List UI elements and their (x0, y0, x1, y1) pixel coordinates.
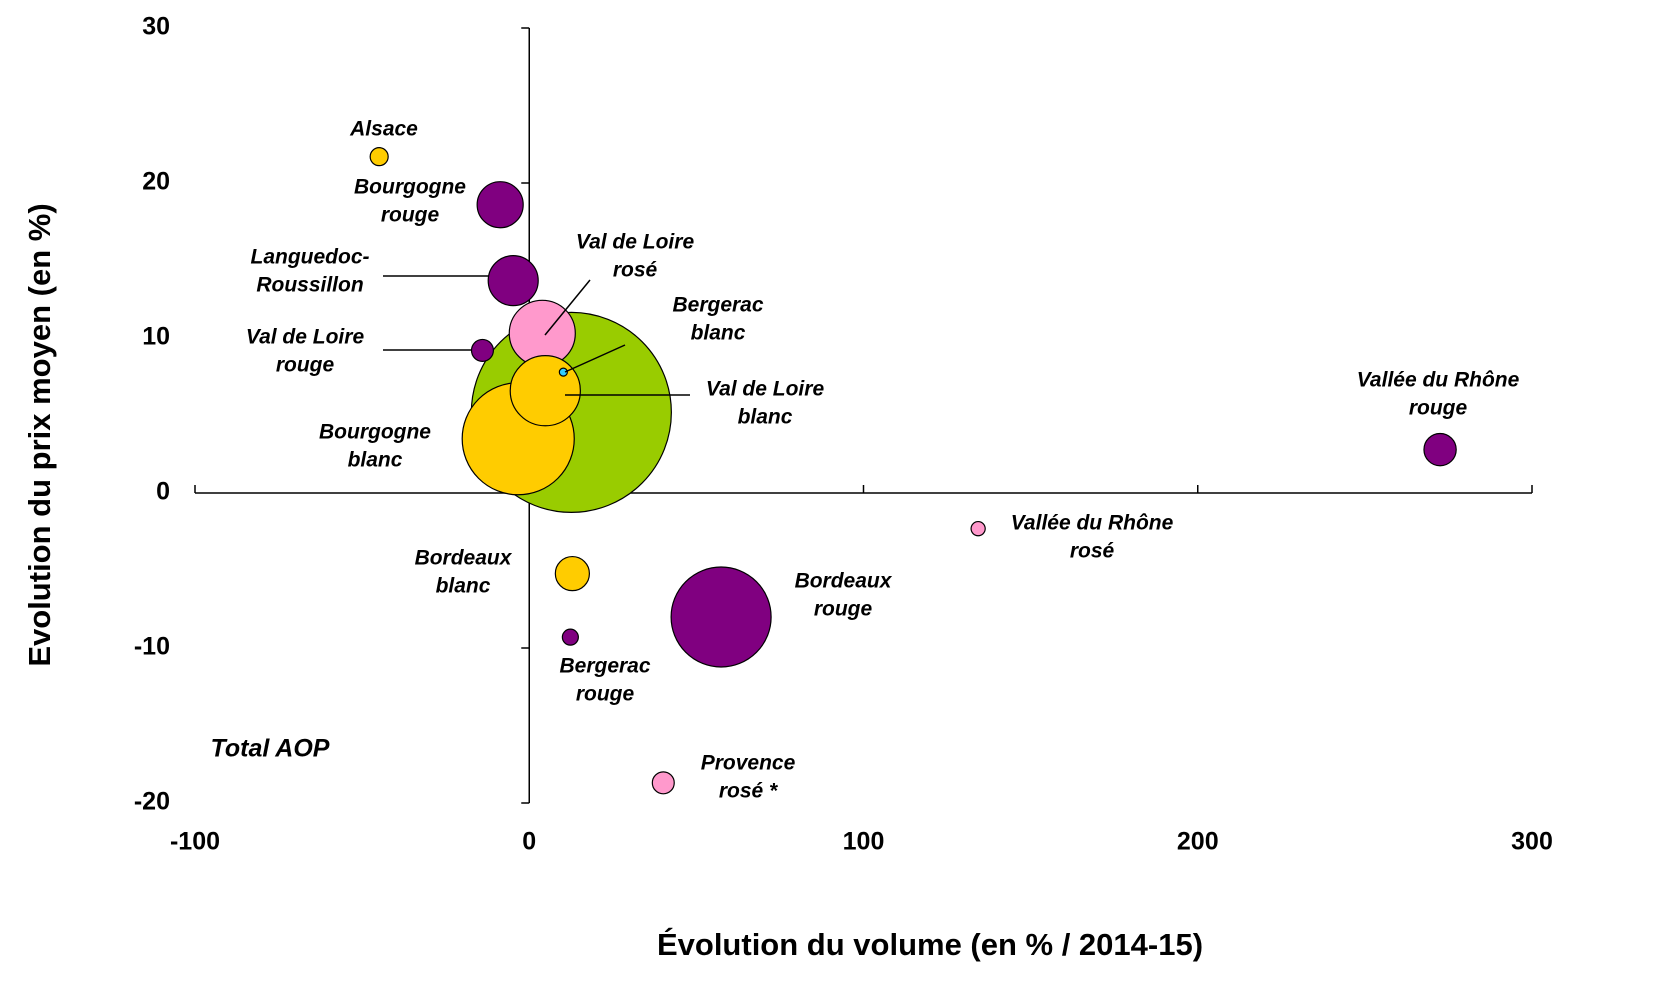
point-label: Vallée du Rhône (1357, 369, 1520, 392)
point-label: Bordeaux (415, 547, 513, 570)
point-label: Val de Loire (706, 378, 825, 401)
y-tick-label: -20 (134, 788, 170, 816)
y-tick-label: -10 (134, 633, 170, 661)
point-label: Provence (701, 752, 796, 775)
point-label: blanc (738, 406, 793, 429)
bubble (561, 628, 579, 646)
y-tick-label: 10 (142, 323, 170, 351)
y-tick-label: 20 (142, 168, 170, 196)
point-label: blanc (436, 575, 491, 598)
point-label: rouge (576, 683, 635, 706)
point-label: Languedoc- (251, 246, 370, 269)
annotation: Total AOP (211, 735, 330, 763)
point-label: Bordeaux (795, 570, 893, 593)
x-tick-label: 200 (1177, 828, 1219, 856)
x-tick-label: 0 (522, 828, 536, 856)
point-label: Roussillon (256, 274, 363, 297)
point-label: blanc (691, 322, 746, 345)
point-label: rosé (1070, 540, 1115, 563)
x-axis-title: Évolution du volume (en % / 2014-15) (657, 927, 1203, 962)
point-label: Vallée du Rhône (1011, 512, 1174, 535)
bubble (509, 355, 581, 427)
bubble (476, 181, 524, 229)
point-label: Val de Loire (246, 326, 365, 349)
point-label: Alsace (349, 118, 418, 141)
point-label: rosé (613, 259, 658, 282)
leader-line (564, 344, 626, 373)
point-label: Bourgogne (354, 176, 466, 199)
point-label: Bergerac (672, 294, 763, 317)
point-label: rosé * (719, 780, 778, 803)
point-label: rouge (814, 598, 873, 621)
x-tick-label: 300 (1511, 828, 1553, 856)
bubble (651, 771, 675, 795)
bubble (554, 555, 590, 592)
bubble (369, 147, 389, 167)
point-label: Bourgogne (319, 421, 431, 444)
point-label: Bergerac (559, 655, 650, 678)
point-label: rouge (381, 204, 440, 227)
x-tick-label: -100 (170, 828, 220, 856)
bubble (487, 255, 539, 307)
point-label: rouge (276, 354, 335, 377)
point-label: Val de Loire (576, 231, 695, 254)
y-tick-label: 0 (156, 478, 170, 506)
leader-line (544, 279, 591, 336)
point-label: blanc (348, 449, 403, 472)
bubble (970, 520, 986, 537)
y-tick-label: 30 (142, 13, 170, 41)
y-axis-title: Evolution du prix moyen (en %) (22, 203, 57, 666)
bubble (1423, 432, 1457, 467)
bubble (470, 338, 495, 362)
x-tick-label: 100 (843, 828, 885, 856)
bubble (558, 367, 568, 377)
point-label: rouge (1409, 397, 1468, 420)
bubble (670, 566, 772, 668)
